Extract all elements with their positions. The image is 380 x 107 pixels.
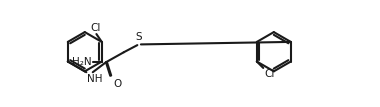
Text: O: O (113, 79, 121, 89)
Text: S: S (136, 32, 142, 42)
Text: Cl: Cl (264, 69, 274, 79)
Text: Cl: Cl (90, 23, 101, 33)
Text: NH: NH (87, 74, 103, 84)
Text: H₂N: H₂N (72, 56, 92, 67)
